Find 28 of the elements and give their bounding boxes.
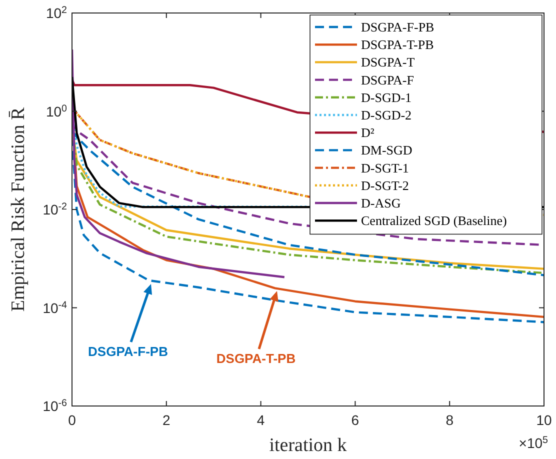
legend-label: D-SGT-2 [361, 178, 409, 193]
legend-label: DM-SGD [361, 142, 412, 158]
legend-label: DSGPA-F-PB [361, 20, 435, 34]
y-tick-label: 10$^{-6}$ [42, 398, 68, 414]
legend-label: D-SGD-2 [361, 108, 412, 122]
x-tick-label: 10 [536, 412, 552, 428]
x-tick-label: 4 [256, 412, 265, 428]
legend-label: D-ASG [361, 196, 401, 210]
annotation: DSGPA-F-PB [88, 344, 168, 359]
y-tick-label: 10$^{-2}$ [42, 201, 67, 218]
legend-label: DSGPA-T-PB [361, 37, 434, 52]
x-tick-label: 2 [162, 412, 170, 428]
legend-label: Centralized SGD (Baseline) [361, 213, 507, 228]
y-axis-title: Empirical Risk Function R̄ [8, 107, 29, 312]
legend-label: DSGPA-F [361, 72, 414, 88]
legend-label: D-SGT-1 [361, 160, 409, 176]
y-tick-label: 10$^{2}$ [46, 4, 67, 21]
annotation: DSGPA-T-PB [216, 351, 296, 366]
x-axis-title: iteration k [269, 435, 348, 456]
legend-label: D-SGD-1 [361, 90, 412, 105]
legend-label: DSGPA-T [361, 54, 415, 70]
y-tick-label: 10$^{0}$ [46, 102, 68, 120]
legend-label: D² [361, 125, 374, 140]
y-tick-label: 10$^{-4}$ [42, 299, 68, 316]
x-tick-label: 6 [351, 412, 360, 428]
x-tick-label: 0 [68, 412, 76, 428]
text: ×10$^{5}$ [518, 434, 549, 451]
x-tick-label: 8 [446, 412, 454, 428]
